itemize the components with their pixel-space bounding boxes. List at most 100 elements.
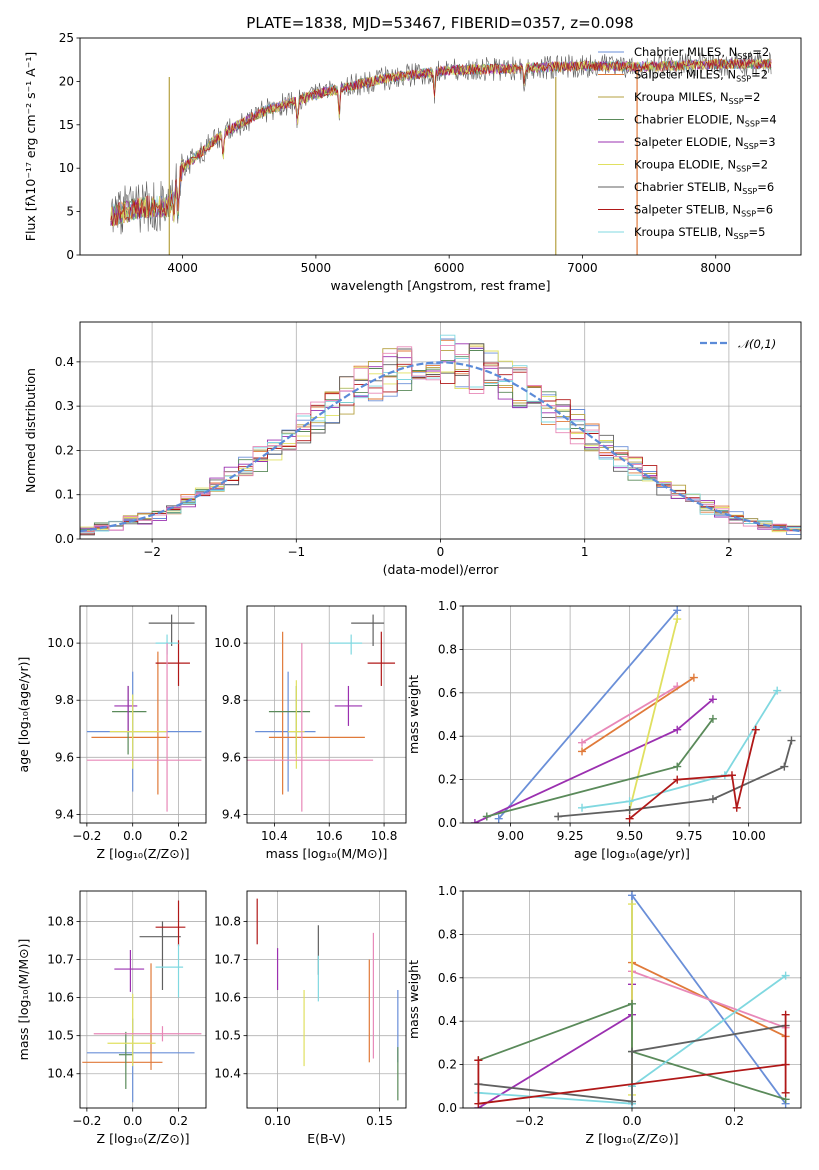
errorbar-points (82, 900, 202, 1103)
grid-lines (247, 606, 406, 823)
errorbar-points (256, 898, 399, 1101)
y-tick-label: 10.4 (214, 1067, 241, 1081)
data-point-marker (578, 747, 587, 756)
axes-frame (462, 890, 802, 1109)
errorbar-point (118, 1031, 133, 1089)
ticks: 10.4 10.6 10.8 9.4 9.6 9.8 10.0 (214, 636, 397, 843)
y-axis-label: mass weight (406, 960, 421, 1039)
y-tick-label: 10.0 (47, 636, 74, 650)
y-tick-label: 10.5 (214, 1029, 241, 1043)
y-tick-label: 10.8 (47, 914, 74, 928)
x-axis-label: mass [log₁₀(M/M⊙)] (266, 846, 388, 861)
data-point-marker (708, 795, 717, 804)
y-tick-label: 10.5 (47, 1029, 74, 1043)
grid-lines (463, 605, 801, 824)
x-tick-label: 7000 (567, 261, 598, 275)
grid-lines (80, 606, 206, 823)
y-tick-label: 0.6 (438, 686, 457, 700)
series-line (628, 967, 790, 1032)
y-tick-label: 9.4 (222, 807, 241, 821)
x-tick-label: 0.2 (169, 829, 188, 843)
age-vs-mass-panel: 10.4 10.6 10.8 9.4 9.6 9.8 10.0 mass [log₁₀(M/M… (214, 605, 407, 861)
series-line (494, 606, 682, 823)
data-point-marker (470, 819, 479, 823)
data-point-marker (578, 738, 587, 747)
x-tick-label: 10.00 (731, 829, 765, 843)
spectrum-legend: Chabrier MILES, NSSP=2 Salpeter MILES, NS… (598, 45, 777, 241)
errorbar-point (155, 640, 190, 686)
x-tick-label: 9.75 (676, 829, 703, 843)
axes-frame (246, 890, 407, 1109)
x-axis-label: Z [log₁₀(Z/Z⊙)] (586, 1131, 679, 1146)
series-path (581, 676, 695, 753)
errorbar-point (86, 643, 202, 812)
y-tick-label: 10.0 (214, 636, 241, 650)
ticks: −2 −1 0 1 2 0.0 0.1 0.2 0.3 0.4 (55, 355, 733, 559)
axes-frame (79, 605, 207, 824)
data-point-marker (673, 725, 682, 734)
y-tick-label: 9.8 (222, 693, 241, 707)
y-tick-label: 0.0 (438, 816, 457, 830)
y-axis-label: mass weight (406, 675, 421, 754)
x-tick-label: 0 (437, 545, 445, 559)
data-point-marker (482, 812, 491, 821)
x-tick-label: −0.2 (515, 1114, 544, 1128)
y-tick-label: 25 (59, 31, 74, 45)
series-path (478, 1024, 786, 1103)
x-tick-label: −2 (143, 545, 161, 559)
y-tick-label: 0.8 (438, 642, 457, 656)
y-tick-label: 0.2 (438, 773, 457, 787)
y-tick-label: 0.0 (438, 1101, 457, 1115)
y-tick-label: 1.0 (438, 599, 457, 613)
massweight-vs-metallicity-panel: −0.2 0.0 0.2 0.0 0.2 0.4 0.6 0.8 1.0 Z [log₁₀(Z/Z… (406, 884, 802, 1146)
data-point-marker (780, 762, 789, 771)
age-vs-metallicity-panel: −0.2 0.0 0.2 9.4 9.6 9.8 10.0 Z [log₁₀(Z/Z⊙)] ag… (16, 605, 207, 861)
x-tick-label: 1 (581, 545, 589, 559)
mass-vs-metallicity-panel: −0.2 0.0 0.2 10.4 10.5 10.6 10.7 10.8 Z [log₁₀(Z… (16, 890, 207, 1146)
x-tick-label: 0.0 (622, 1114, 641, 1128)
legend-entry: 𝒩(0,1) (738, 337, 776, 351)
legend-entry: Kroupa ELODIE, NSSP=2 (634, 158, 768, 174)
y-axis-label: mass [log₁₀(M/M⊙)] (16, 939, 31, 1061)
axes-frame (79, 321, 802, 540)
ticks: 9.00 9.25 9.50 9.75 10.00 0.0 0.2 0.4 0.6 0.8 1.0 (438, 599, 766, 843)
mass-weight-series (470, 606, 796, 823)
axes-frame (462, 605, 802, 824)
ticks: −0.2 0.0 0.2 10.4 10.5 10.6 10.7 10.8 (47, 914, 188, 1128)
data-point-marker (628, 1047, 636, 1056)
data-point-marker (554, 812, 563, 821)
y-tick-label: 9.6 (55, 750, 74, 764)
data-point-marker (474, 1099, 483, 1108)
y-tick-label: 10 (59, 161, 74, 175)
y-tick-label: 0.1 (55, 488, 74, 502)
axes-frame (246, 605, 407, 824)
x-tick-label: 5000 (301, 261, 332, 275)
errorbar-points (86, 614, 202, 812)
data-point-marker (708, 695, 717, 704)
histogram-step (80, 334, 801, 538)
x-axis-label: Z [log₁₀(Z/Z⊙)] (97, 846, 190, 861)
series-path (631, 970, 786, 1029)
y-tick-label: 10.7 (47, 953, 74, 967)
normal-curve (80, 361, 801, 533)
y-tick-label: 5 (66, 205, 74, 219)
mass-weight-series (474, 891, 790, 1108)
x-tick-label: 10.8 (371, 829, 398, 843)
series-path (628, 618, 679, 811)
x-tick-label: −0.2 (72, 1114, 101, 1128)
y-tick-label: 10.6 (214, 991, 241, 1005)
histogram-series (80, 334, 801, 538)
y-axis-label: Flux [fλ10⁻¹⁷ erg cm⁻² s⁻¹ A⁻¹] (23, 52, 38, 241)
y-tick-label: 0.3 (55, 399, 74, 413)
x-tick-label: 0.10 (264, 1114, 291, 1128)
errorbar-point (114, 950, 145, 992)
errorbar-point (155, 944, 184, 998)
spectrum-panel: 4000 5000 6000 7000 8000 0 5 10 15 20 25 wavelength… (23, 31, 802, 293)
legend-entry: Kroupa STELIB, NSSP=5 (634, 225, 765, 241)
mass-vs-extinction-panel: 0.10 0.15 10.4 10.5 10.6 10.7 10.8 E(B-V) (214, 890, 407, 1146)
y-tick-label: 1.0 (438, 884, 457, 898)
errorbar-point (82, 963, 163, 1070)
y-tick-label: 15 (59, 118, 74, 132)
data-point-marker (494, 814, 503, 823)
